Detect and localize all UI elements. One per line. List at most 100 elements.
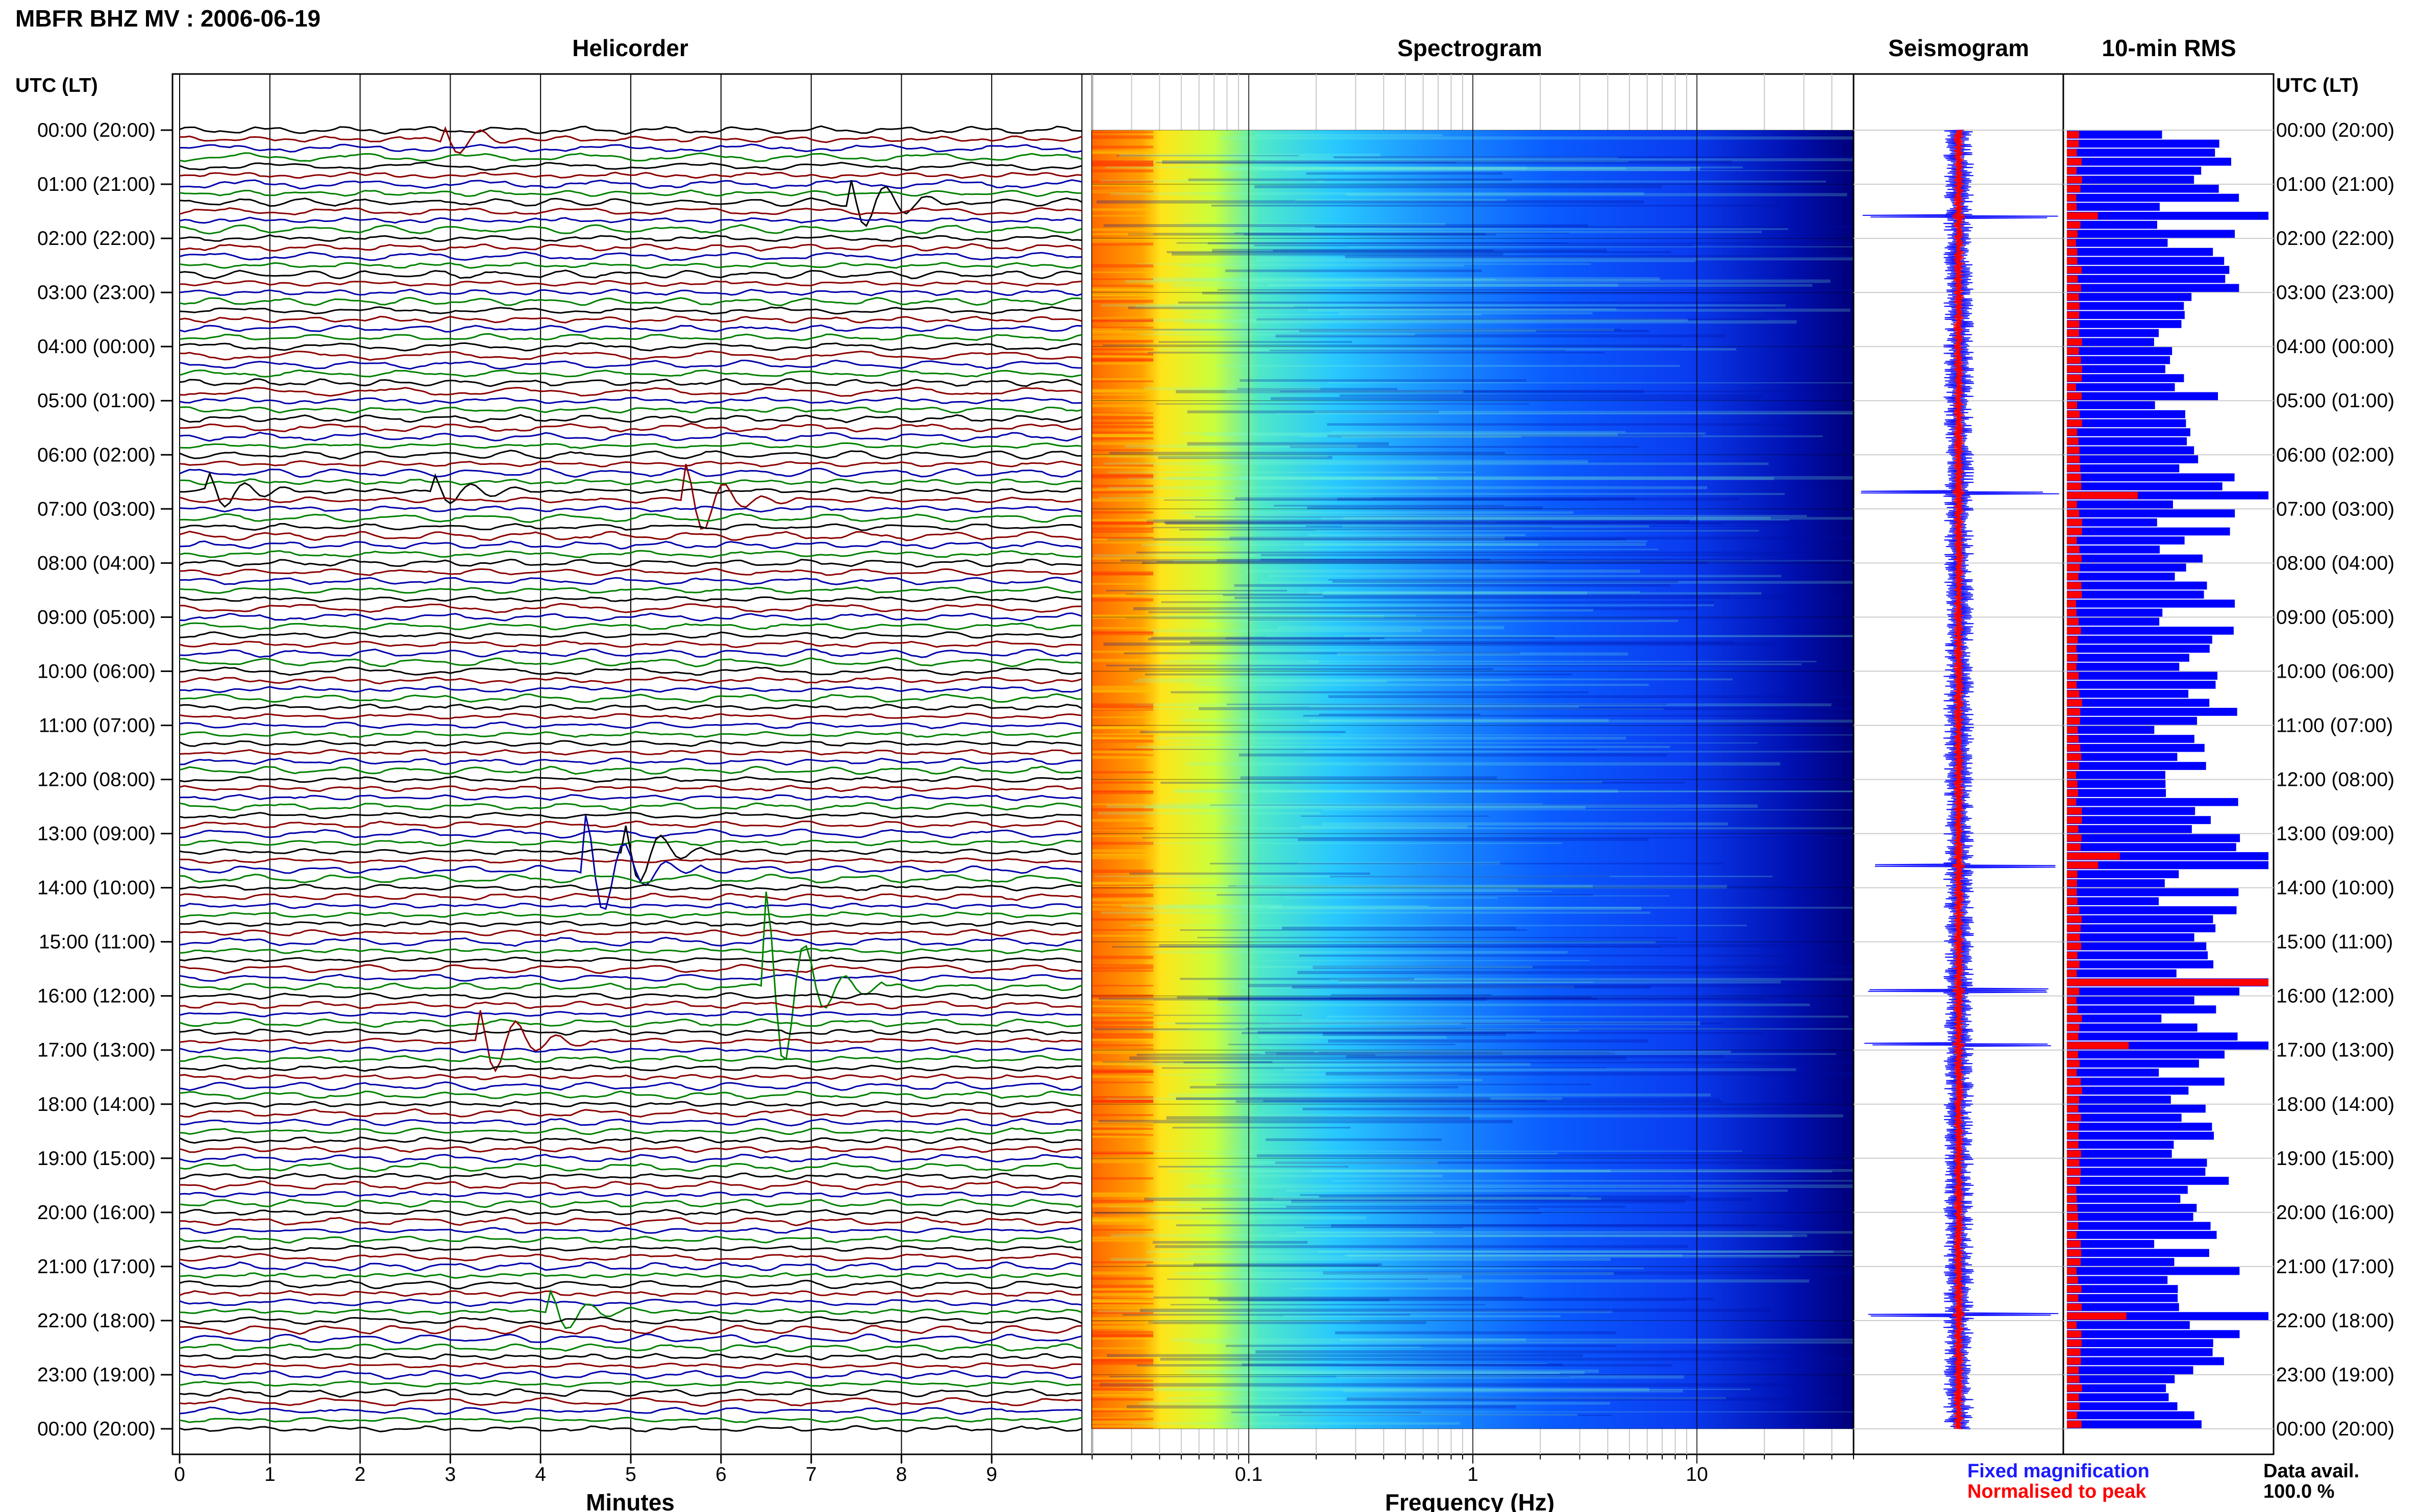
spectrogram-streak <box>1145 673 1572 676</box>
helicorder-trace-row <box>179 296 1082 307</box>
spectrogram-streak <box>1092 1427 1153 1429</box>
spectrogram-streak <box>1092 1052 1153 1054</box>
rms-bar-fixed <box>2067 1420 2202 1428</box>
spectrogram-streak <box>1180 929 1527 931</box>
spectrogram-streak <box>1292 985 1651 989</box>
rms-bar-normalised <box>2067 825 2079 833</box>
spectrogram-streak <box>1139 1402 1610 1405</box>
spectrogram-streak <box>1092 331 1153 335</box>
rms-bar-fixed <box>2067 1393 2169 1401</box>
rms-bar-fixed <box>2067 185 2219 193</box>
helicorder-trace-row <box>179 1272 1082 1279</box>
spectrogram-streak <box>1254 244 1694 246</box>
time-label-right: 21:00 (17:00) <box>2276 1256 2395 1278</box>
rms-bar-fixed <box>2067 1285 2178 1293</box>
spectrogram-streak <box>1339 312 1593 314</box>
rms-bar-fixed <box>2067 1212 2193 1221</box>
time-label-right: 12:00 (08:00) <box>2276 769 2395 791</box>
spectrogram-streak <box>1092 1322 1153 1324</box>
spectrogram-streak <box>1092 522 1153 525</box>
rms-bar-normalised <box>2067 744 2081 752</box>
helicorder-trace-row <box>179 269 1082 280</box>
spectrogram-streak <box>1180 978 1414 980</box>
spectrogram-streak <box>1175 1022 1722 1025</box>
rms-bar-normalised <box>2067 852 2120 860</box>
spectrogram-streak <box>1188 1028 1854 1030</box>
spectrogram-streak <box>1092 150 1153 154</box>
rms-bar-normalised <box>2067 375 2082 382</box>
rms-bar-normalised <box>2067 555 2082 562</box>
spectrogram-streak <box>1305 751 1854 753</box>
spectrogram-streak <box>1259 1053 1836 1055</box>
spectrogram-title: Spectrogram <box>1397 35 1542 61</box>
spectrogram-streak <box>1145 330 1537 332</box>
helicorder-trace-row <box>179 359 1082 370</box>
spectrogram-streak <box>1171 1338 1526 1342</box>
spectrogram-streak <box>1249 1346 1421 1348</box>
helicorder-trace-row <box>179 464 1082 530</box>
spectrogram-streak <box>1176 790 1854 792</box>
spectrogram-streak <box>1092 1284 1153 1288</box>
time-label-left: 18:00 (14:00) <box>37 1094 156 1116</box>
rms-bar-fixed <box>2067 627 2234 635</box>
spectrogram-streak <box>1187 1184 1854 1188</box>
rms-bar-fixed <box>2067 843 2236 851</box>
rms-bar-normalised <box>2067 1006 2078 1013</box>
spectrogram-streak <box>1092 449 1153 451</box>
spectrogram-streak <box>1092 359 1153 362</box>
spectrogram-streak <box>1340 1339 1854 1341</box>
spectrogram-streak <box>1092 1218 1153 1222</box>
spectrogram-streak <box>1146 1250 1834 1253</box>
spectrogram-streak <box>1148 638 1370 640</box>
spectrogram-streak <box>1314 1050 1731 1053</box>
helicorder-trace-row <box>179 1172 1082 1180</box>
rms-bar-fixed <box>2067 1168 2206 1176</box>
rms-bar-fixed <box>2067 338 2154 346</box>
spectrogram-streak <box>1291 1287 1474 1290</box>
spectrogram-streak <box>1135 305 1294 308</box>
helicorder-trace-row <box>179 1227 1082 1234</box>
helicorder-trace-row <box>179 1064 1082 1072</box>
spectrogram-streak <box>1305 525 1771 527</box>
rms-bar-fixed <box>2067 554 2203 563</box>
helicorder-trace-row <box>179 1290 1082 1297</box>
spectrogram-streak <box>1176 1224 1757 1226</box>
helicorder-trace-row <box>179 1208 1082 1217</box>
spectrogram-streak <box>1092 1134 1153 1136</box>
spectrogram-streak <box>1092 1384 1153 1386</box>
spectrogram-streak <box>1092 380 1153 382</box>
spectrogram-streak <box>1319 1195 1691 1198</box>
rms-bar-fixed <box>2067 573 2175 581</box>
spectrogram-streak <box>1297 971 1854 974</box>
spectrogram-streak <box>1134 703 1832 707</box>
helicorder-trace-row <box>179 431 1082 442</box>
rms-bar-fixed <box>2067 924 2216 932</box>
spectrogram-streak <box>1211 204 1780 207</box>
rms-bar-fixed <box>2067 825 2192 833</box>
time-label-left: 01:00 (21:00) <box>37 173 156 195</box>
spectrogram-streak <box>1170 691 1589 693</box>
helicorder-trace-row <box>179 1333 1082 1344</box>
helicorder-trace-row <box>179 657 1082 667</box>
spectrogram-streak <box>1207 619 1679 623</box>
rms-bar-fixed <box>2067 1150 2172 1158</box>
helicorder-trace-row <box>179 171 1082 179</box>
spectrogram-streak <box>1092 1333 1153 1337</box>
spectrogram-streak <box>1092 163 1153 166</box>
helicorder-trace-row <box>179 631 1082 639</box>
spectrogram-streak <box>1116 155 1299 157</box>
spectrogram-streak <box>1254 185 1662 188</box>
spectrogram-streak <box>1092 1229 1153 1231</box>
spectrogram-streak <box>1103 462 1769 465</box>
rms-bar-normalised <box>2067 645 2077 653</box>
helicorder-trace-row <box>179 1289 1082 1329</box>
spectrogram-streak <box>1242 1032 1763 1034</box>
time-label-left: 23:00 (19:00) <box>37 1364 156 1386</box>
spectrogram-streak <box>1327 435 1702 437</box>
helicorder-trace-row <box>179 776 1082 783</box>
helicorder-trace-row <box>179 911 1082 919</box>
spectrogram-streak <box>1092 300 1153 303</box>
helicorder-trace-row <box>179 1090 1082 1100</box>
spectrogram-streak <box>1106 804 1758 808</box>
spectrogram-streak <box>1092 907 1153 910</box>
